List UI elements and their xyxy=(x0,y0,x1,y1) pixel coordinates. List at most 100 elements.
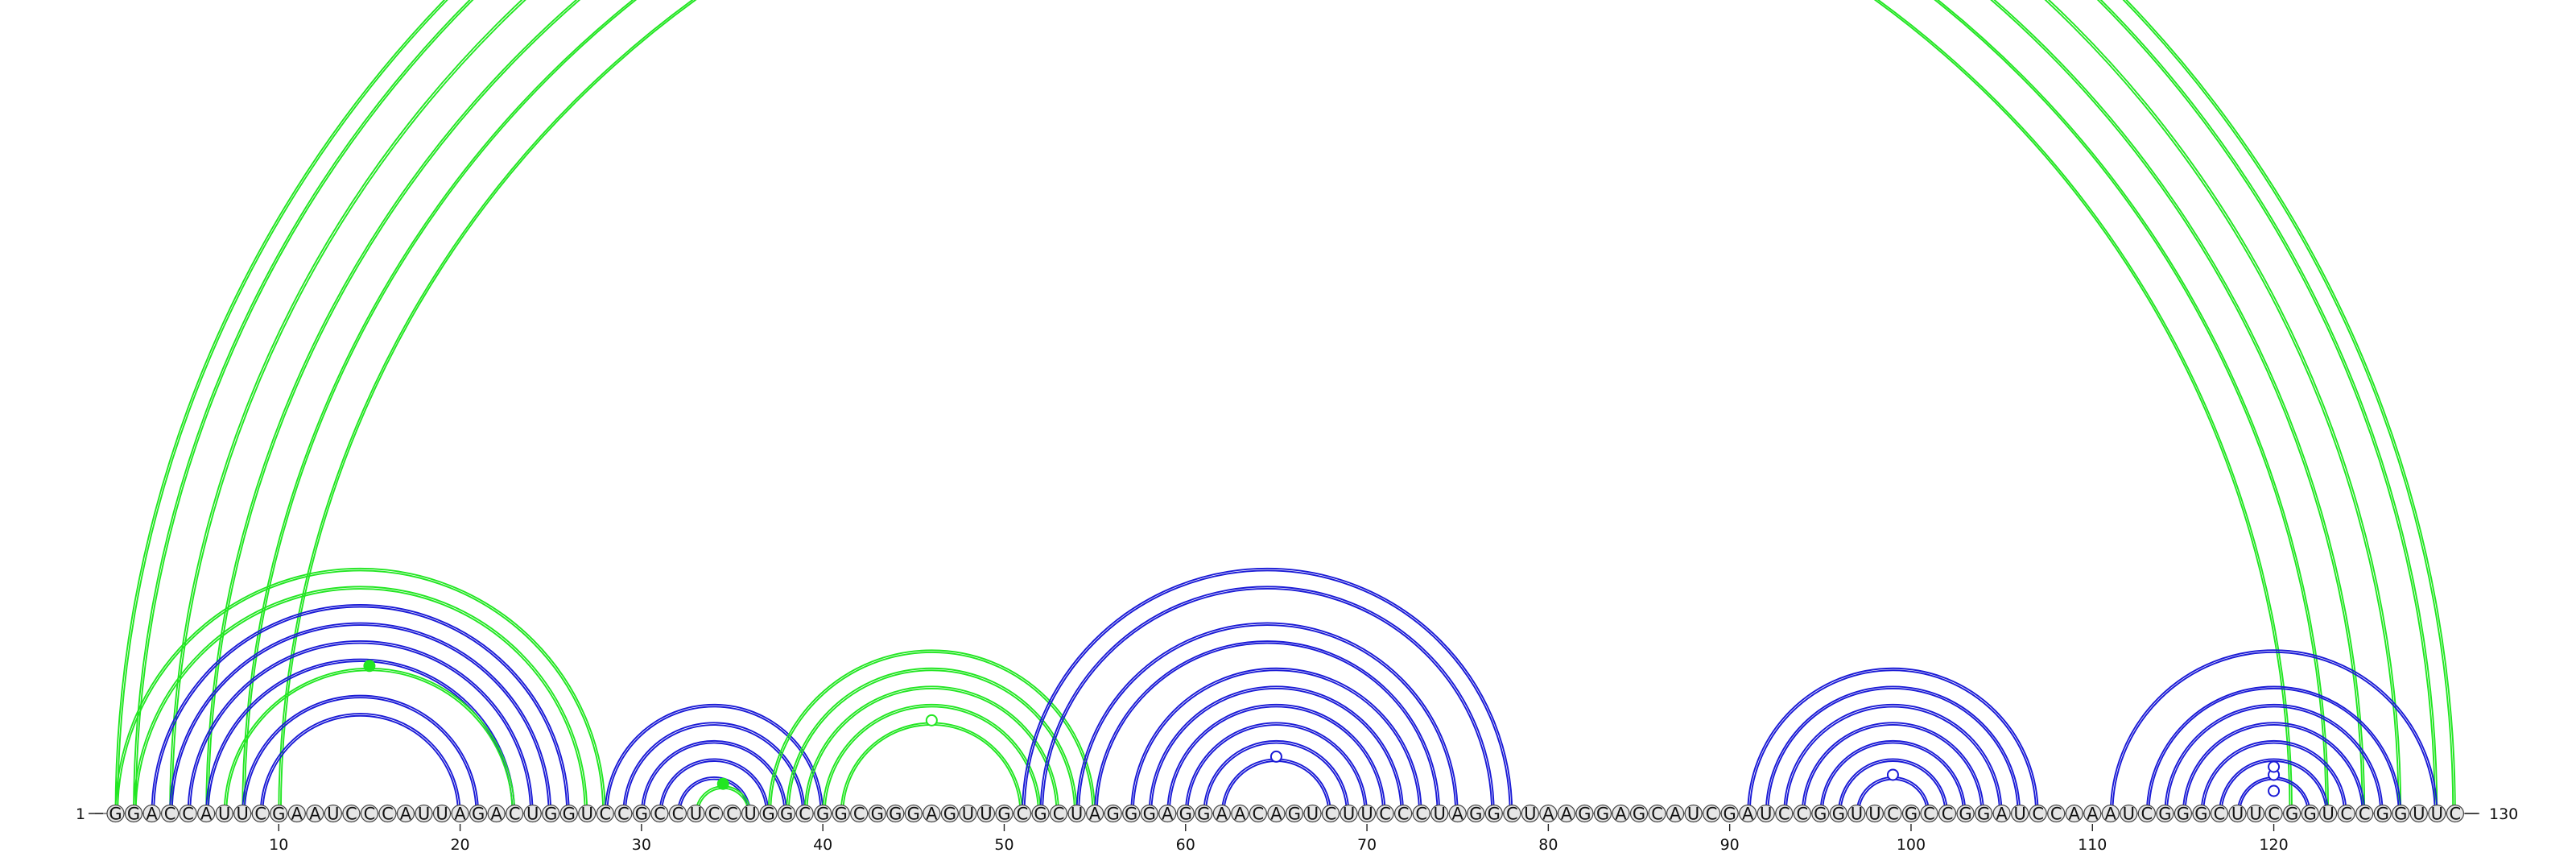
nucleotide: A xyxy=(1231,805,1249,824)
arc-8-123-line1 xyxy=(242,0,2330,814)
arc-4-25-line1 xyxy=(169,622,552,814)
nucleotide: G xyxy=(2192,805,2211,824)
nucleotide: C xyxy=(1321,804,1340,824)
nucleotide-letter: G xyxy=(272,805,285,824)
nucleotide: G xyxy=(1176,804,1195,824)
nucleotide: G xyxy=(1195,805,1213,824)
nucleotide-letter: U xyxy=(436,805,448,824)
nucleotide-letter: C xyxy=(1651,805,1663,824)
nucleotide-letter: U xyxy=(744,805,756,824)
nucleotide-letter: U xyxy=(2431,805,2443,824)
nucleotide-letter: C xyxy=(1325,805,1337,824)
nucleotide-circle xyxy=(1503,804,1521,823)
nucleotide-letter: G xyxy=(109,805,122,824)
nucleotide-circle xyxy=(668,804,687,823)
nucleotide-circle xyxy=(1176,804,1195,823)
arc-32-36-line2 xyxy=(679,778,749,814)
nucleotide-circle xyxy=(1974,804,1993,823)
nucleotide-letter: A xyxy=(291,805,303,824)
arc-52-77-line1 xyxy=(1039,586,1495,814)
nucleotide: U xyxy=(1757,805,1775,824)
arc-111-129-line1 xyxy=(2109,649,2438,814)
nucleotide: C xyxy=(1775,805,1794,824)
nucleotide-letter: U xyxy=(1687,805,1699,824)
arc-10-121-line1 xyxy=(279,0,2292,813)
nucleotide-circle xyxy=(1104,804,1122,823)
tick-label-100: 100 xyxy=(1897,836,1926,854)
nucleotide: G xyxy=(1575,805,1594,824)
nucleotide-circle xyxy=(1557,804,1576,823)
nucleotide-letter: U xyxy=(2231,805,2244,824)
nucleotide: A xyxy=(2065,804,2083,824)
nucleotide-circle xyxy=(1158,804,1177,823)
nucleotide-circle xyxy=(106,804,125,823)
nucleotide: C xyxy=(2337,805,2355,824)
nucleotide: A xyxy=(451,805,469,824)
nucleotide: G xyxy=(1031,805,1050,824)
nucleotide: G xyxy=(778,804,796,824)
nucleotide-circle xyxy=(1703,804,1721,823)
nucleotide-circle xyxy=(215,804,233,823)
arc-3-26-line1 xyxy=(151,604,570,814)
nucleotide: A xyxy=(1212,804,1231,824)
nucleotide: U xyxy=(523,805,542,824)
nucleotide-circle xyxy=(1992,804,2011,823)
nucleotide-letter: C xyxy=(1796,805,1808,824)
nucleotide-circle xyxy=(2264,804,2283,823)
nucleotide-circle xyxy=(2283,804,2301,823)
nucleotide: C xyxy=(614,805,633,824)
nucleotide: U xyxy=(2011,804,2029,824)
nucleotide-circle xyxy=(2120,804,2138,823)
nucleotide: G xyxy=(106,804,125,824)
nucleotide: C xyxy=(342,805,361,824)
nucleotide-letter: C xyxy=(509,805,521,824)
arc-40-52-line1 xyxy=(822,703,1042,814)
nucleotide-circle xyxy=(1938,804,1957,823)
arc-39-53-line1 xyxy=(803,685,1060,814)
nucleotide: U xyxy=(233,805,252,824)
nucleotide-letter: U xyxy=(2013,805,2025,824)
nucleotide: U xyxy=(741,805,760,824)
nucleotide-letter: C xyxy=(1397,805,1410,824)
nucleotide-circle xyxy=(1212,804,1231,823)
nucleotide-letter: C xyxy=(726,805,738,824)
nucleotide-circle xyxy=(1086,804,1104,823)
nucleotide-letter: G xyxy=(472,805,485,824)
nucleotide-circle xyxy=(778,804,796,823)
nucleotide-letter: A xyxy=(1996,805,2008,824)
arc-marker-6-0 xyxy=(716,777,729,790)
nucleotide-circle xyxy=(2409,804,2428,823)
nucleotide-letter: U xyxy=(1071,805,1083,824)
arc-6-125-line2 xyxy=(208,0,2363,813)
nucleotide-letter: G xyxy=(816,805,829,824)
nucleotide-circle xyxy=(2011,804,2029,823)
nucleotide-circle xyxy=(850,804,869,823)
nucleotide: G xyxy=(886,805,905,824)
arc-39-53-line2 xyxy=(806,688,1058,814)
nucleotide-letter: C xyxy=(1506,805,1518,824)
nucleotide-circle xyxy=(1739,804,1757,823)
nucleotide-letter: G xyxy=(1633,805,1645,824)
nucleotide-letter: G xyxy=(1814,805,1827,824)
tick-label-80: 80 xyxy=(1538,836,1558,854)
nucleotide-letter: C xyxy=(1923,805,1935,824)
nucleotide-circle xyxy=(1321,804,1340,823)
nucleotide-letter: C xyxy=(672,805,684,824)
nucleotide: U xyxy=(1684,805,1703,824)
nucleotide-circle xyxy=(1140,804,1158,823)
nucleotide-circle xyxy=(1793,804,1811,823)
nucleotide: A xyxy=(142,805,161,824)
nucleotide: C xyxy=(160,804,180,824)
nucleotide: G xyxy=(759,805,778,824)
nucleotide-circle xyxy=(2065,804,2083,823)
nucleotide-letter: U xyxy=(962,805,974,824)
nucleotide-letter: U xyxy=(418,805,430,824)
arc-52-77-line2 xyxy=(1042,588,1493,814)
nucleotide: U xyxy=(578,805,597,824)
nucleotide-circle xyxy=(160,804,180,823)
nucleotide: A xyxy=(2083,805,2102,824)
nucleotide-circle xyxy=(1884,804,1902,823)
nucleotide: U xyxy=(2428,805,2446,824)
arc-95-103-line2 xyxy=(1821,742,1964,814)
arc-60-70-line1 xyxy=(1184,722,1368,814)
